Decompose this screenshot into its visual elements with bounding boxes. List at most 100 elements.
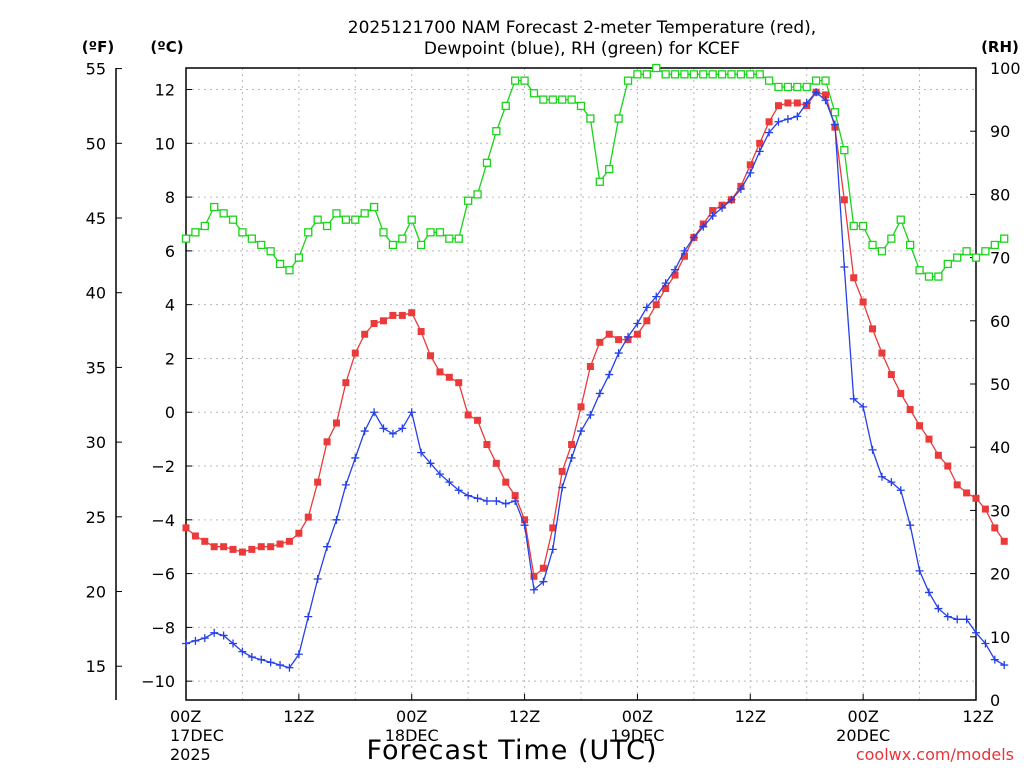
celsius-tick-label: 8 <box>165 188 175 207</box>
temperature-point <box>492 459 500 467</box>
temperature-point <box>558 467 566 475</box>
dewpoint-point <box>774 117 783 126</box>
series-line <box>185 91 1005 669</box>
rh-point <box>228 215 238 224</box>
dewpoint-point <box>417 448 426 457</box>
temperature-point <box>502 478 510 486</box>
series-line <box>185 91 1005 578</box>
dewpoint-point <box>680 246 689 255</box>
fahrenheit-tick-label: 15 <box>86 657 106 676</box>
rh-point <box>369 202 379 212</box>
dewpoint-point <box>689 233 698 242</box>
temperature-point <box>680 252 688 260</box>
rh-point <box>953 253 962 262</box>
temperature-point <box>530 572 538 580</box>
temperature-point <box>652 301 660 309</box>
rh-point <box>924 272 934 281</box>
dewpoint-point <box>661 279 670 288</box>
rh-tick-label: 40 <box>990 438 1010 457</box>
temperature-point <box>577 403 585 411</box>
rh-point <box>407 215 416 224</box>
dewpoint-point <box>1000 661 1009 670</box>
temperature-point <box>662 285 670 293</box>
temperature-point <box>304 513 312 521</box>
rh-point <box>492 127 501 136</box>
temperature-point <box>455 379 463 387</box>
temperature-point <box>408 309 416 317</box>
dewpoint-point <box>229 639 238 648</box>
dewpoint-point <box>435 470 444 479</box>
rh-point <box>746 70 755 79</box>
rh-tick-label: 10 <box>990 628 1010 647</box>
rh-point <box>294 253 304 262</box>
dewpoint-point <box>219 631 228 640</box>
temperature-point <box>351 349 359 357</box>
dewpoint-point <box>511 496 520 505</box>
rh-point <box>614 114 623 123</box>
dewpoint-point <box>492 496 501 505</box>
celsius-tick-label: 12 <box>155 81 175 100</box>
dewpoint-point <box>464 491 473 500</box>
rh-point <box>285 266 294 275</box>
temperature-point <box>756 139 764 147</box>
rh-point <box>877 247 887 256</box>
x-tick-label: 00Z <box>847 707 878 726</box>
rh-point <box>849 221 858 231</box>
dewpoint-point <box>577 427 585 436</box>
temperature-point <box>417 328 425 336</box>
celsius-tick-label: −4 <box>151 511 175 530</box>
dewpoint-point <box>529 585 538 594</box>
rh-point <box>567 95 576 104</box>
temperature-point <box>483 441 491 449</box>
dewpoint-point <box>304 612 313 621</box>
celsius-tick-label: 6 <box>165 242 175 261</box>
dewpoint-point <box>388 429 397 438</box>
rh-point <box>858 221 868 231</box>
rh-point <box>783 82 793 92</box>
dewpoint-point <box>972 628 980 637</box>
dewpoint-point <box>934 604 943 613</box>
dewpoint-point <box>708 211 717 220</box>
rh-point <box>247 234 256 243</box>
x-tick-date-label: 19DEC <box>610 726 664 745</box>
rh-point <box>699 70 708 79</box>
x-tick-label: 12Z <box>735 707 766 726</box>
temperature-point <box>201 537 209 545</box>
rh-point <box>539 95 548 104</box>
dewpoint-point <box>962 615 971 624</box>
series-line <box>185 67 1005 278</box>
rh-point <box>576 101 586 111</box>
celsius-tick-label: −6 <box>151 565 175 584</box>
rh-point <box>934 272 943 281</box>
rh-point <box>736 70 746 79</box>
rh-point <box>398 234 407 243</box>
series-rh <box>181 63 1009 281</box>
dewpoint-point <box>351 453 360 462</box>
x-tick-label: 00Z <box>622 707 653 726</box>
x-tick-label: 00Z <box>170 707 201 726</box>
rh-point <box>529 89 539 98</box>
temperature-point <box>934 451 942 459</box>
dewpoint-point <box>718 203 727 212</box>
dewpoint-point <box>558 483 567 492</box>
rh-point <box>661 70 670 79</box>
dewpoint-point <box>586 410 595 419</box>
dewpoint-point <box>257 655 266 664</box>
rh-point <box>482 158 492 167</box>
dewpoint-point <box>548 545 557 554</box>
dewpoint-point <box>407 408 416 417</box>
rh-point <box>811 76 821 85</box>
dewpoint-point <box>727 195 736 204</box>
temperature-point <box>643 317 651 325</box>
rh-tick-label: 90 <box>990 122 1010 141</box>
celsius-tick-label: 2 <box>165 349 175 368</box>
dewpoint-point <box>642 303 651 312</box>
dewpoint-point <box>849 394 858 403</box>
rh-unit-label: (RH) <box>981 38 1019 56</box>
dewpoint-point <box>567 453 576 462</box>
axes <box>115 67 977 701</box>
fahrenheit-tick-label: 40 <box>86 284 106 303</box>
temperature-point <box>474 416 482 424</box>
rh-point <box>868 240 877 250</box>
temperature-point <box>257 543 265 551</box>
